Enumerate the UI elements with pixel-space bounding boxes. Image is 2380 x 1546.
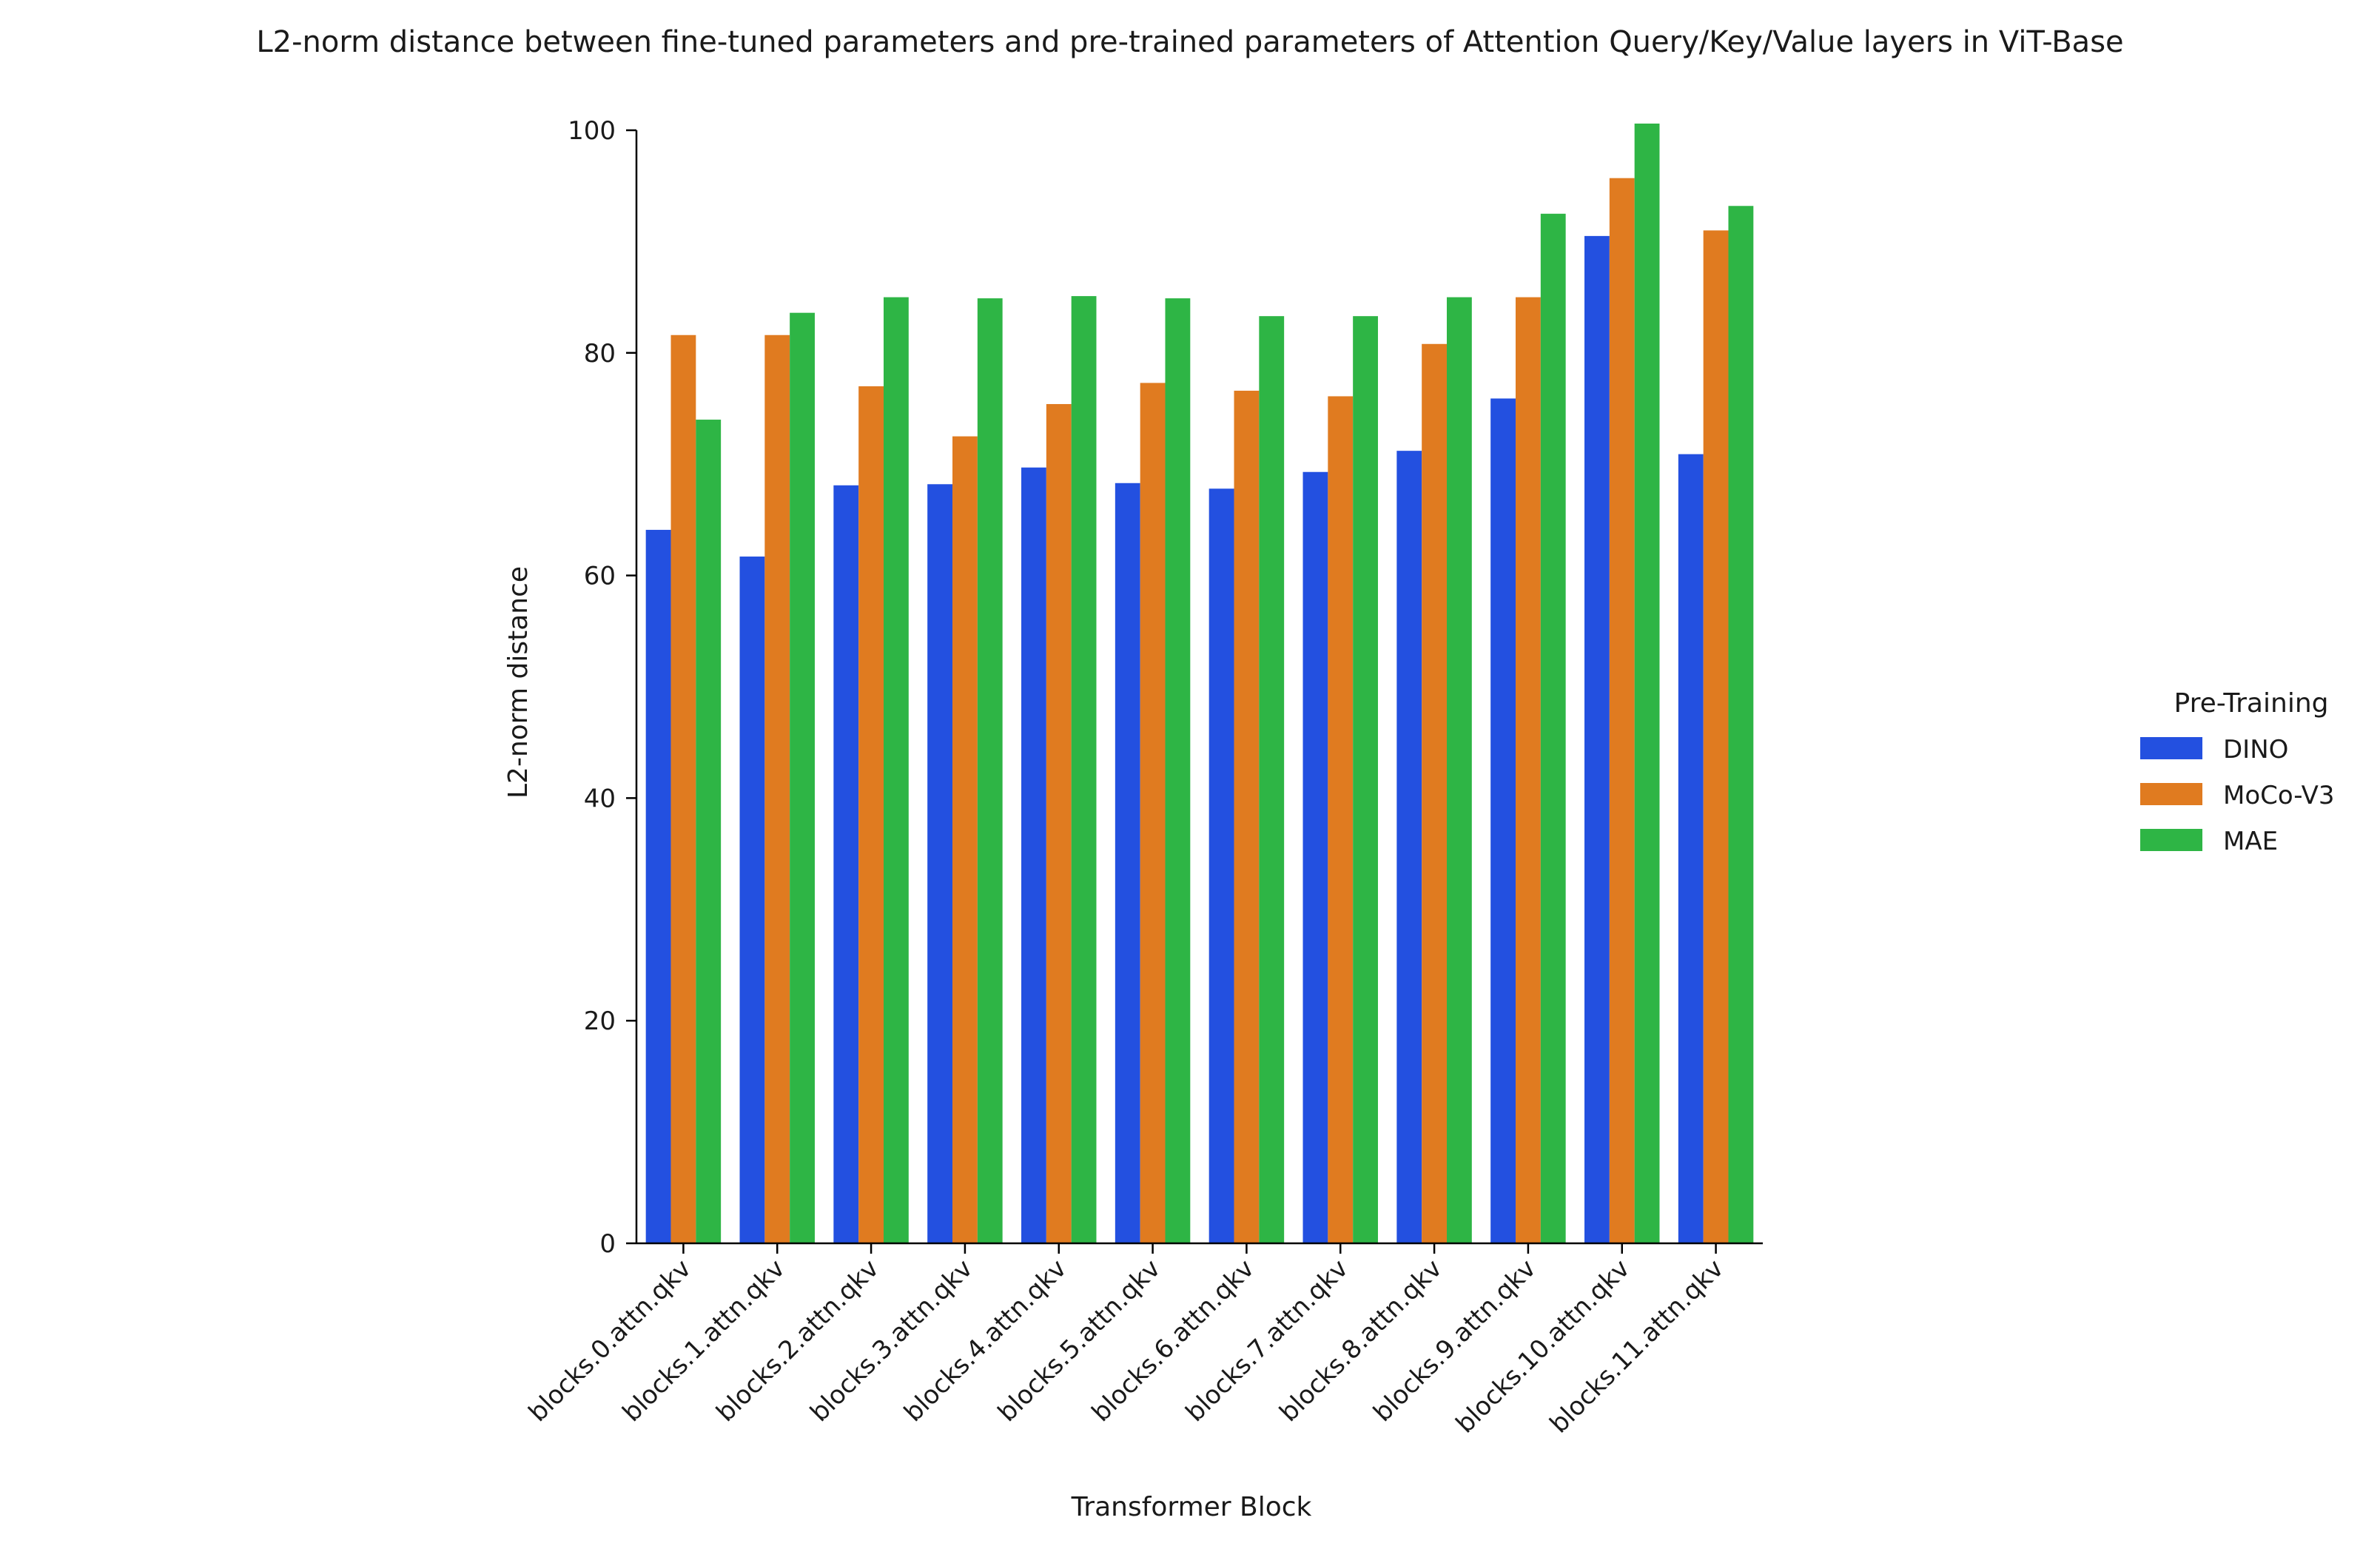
x-tick-label-7: blocks.7.attn.qkv — [1180, 1254, 1354, 1428]
x-tick-label-6: blocks.6.attn.qkv — [1086, 1254, 1260, 1428]
bar-dino-5 — [1115, 483, 1140, 1243]
bar-dino-6 — [1209, 488, 1234, 1243]
x-tick-label-2: blocks.2.attn.qkv — [710, 1254, 884, 1428]
plot-area — [645, 123, 1754, 1244]
y-tick-label-100: 100 — [568, 116, 616, 146]
x-tick-label-3: blocks.3.attn.qkv — [804, 1254, 978, 1428]
bar-moco-v3-8 — [1422, 343, 1447, 1243]
bar-moco-v3-11 — [1703, 230, 1729, 1243]
bar-mae-1 — [790, 312, 815, 1243]
bar-dino-8 — [1396, 451, 1422, 1243]
legend-label-mae: MAE — [2223, 827, 2278, 856]
legend-label-moco-v3: MoCo-V3 — [2223, 781, 2334, 810]
bar-mae-7 — [1353, 316, 1378, 1243]
x-tick-label-11: blocks.11.attn.qkv — [1544, 1254, 1729, 1439]
chart-title: L2-norm distance between fine-tuned para… — [256, 25, 2123, 59]
bar-dino-1 — [739, 557, 765, 1243]
bar-mae-11 — [1728, 206, 1754, 1243]
x-axis: blocks.0.attn.qkvblocks.1.attn.qkvblocks… — [523, 1242, 1763, 1439]
legend-swatch-mae — [2140, 829, 2202, 851]
legend-swatch-moco-v3 — [2140, 783, 2202, 805]
bar-mae-8 — [1446, 297, 1472, 1244]
x-axis-label: Transformer Block — [1071, 1492, 1312, 1522]
bar-dino-7 — [1302, 471, 1328, 1243]
bar-mae-4 — [1071, 296, 1097, 1244]
y-tick-label-20: 20 — [584, 1006, 616, 1036]
bar-mae-5 — [1165, 298, 1191, 1244]
bar-moco-v3-4 — [1046, 403, 1072, 1243]
bar-moco-v3-3 — [952, 436, 978, 1243]
legend-label-dino: DINO — [2223, 735, 2288, 764]
bar-moco-v3-5 — [1140, 383, 1166, 1244]
bar-dino-2 — [833, 485, 859, 1243]
legend-title: Pre-Training — [2174, 688, 2329, 719]
bar-moco-v3-7 — [1328, 396, 1354, 1244]
bar-dino-10 — [1584, 235, 1610, 1243]
x-tick-label-8: blocks.8.attn.qkv — [1274, 1254, 1448, 1428]
bar-moco-v3-9 — [1516, 297, 1541, 1244]
bar-dino-11 — [1678, 454, 1704, 1244]
bar-mae-3 — [977, 298, 1003, 1244]
y-axis: 0 20 40 60 80 100 — [568, 116, 638, 1259]
x-tick-label-1: blocks.1.attn.qkv — [617, 1254, 791, 1428]
bar-mae-0 — [696, 420, 722, 1243]
x-tick-label-5: blocks.5.attn.qkv — [992, 1254, 1166, 1428]
bar-moco-v3-10 — [1609, 178, 1635, 1243]
bar-mae-2 — [883, 297, 909, 1244]
x-tick-label-9: blocks.9.attn.qkv — [1368, 1254, 1542, 1428]
bar-dino-9 — [1490, 398, 1516, 1244]
x-tick-label-4: blocks.4.attn.qkv — [898, 1254, 1072, 1428]
bar-mae-10 — [1634, 123, 1660, 1244]
y-tick-label-40: 40 — [584, 784, 616, 813]
bar-dino-0 — [645, 529, 671, 1243]
x-tick-label-0: blocks.0.attn.qkv — [523, 1254, 697, 1428]
bar-mae-6 — [1259, 316, 1285, 1243]
bar-moco-v3-0 — [670, 335, 696, 1243]
y-tick-label-60: 60 — [584, 562, 616, 591]
y-axis-label: L2-norm distance — [503, 566, 534, 799]
bar-mae-9 — [1540, 213, 1566, 1243]
x-tick-label-10: blocks.10.attn.qkv — [1450, 1254, 1636, 1439]
legend: Pre-Training DINO MoCo-V3 MAE — [2140, 688, 2334, 856]
y-tick-label-80: 80 — [584, 339, 616, 369]
bar-moco-v3-2 — [858, 386, 884, 1244]
legend-swatch-dino — [2140, 737, 2202, 759]
bar-dino-4 — [1021, 467, 1046, 1244]
bar-moco-v3-6 — [1234, 390, 1260, 1244]
bar-dino-3 — [927, 484, 952, 1243]
bar-moco-v3-1 — [764, 335, 790, 1243]
y-tick-label-0: 0 — [599, 1229, 616, 1259]
